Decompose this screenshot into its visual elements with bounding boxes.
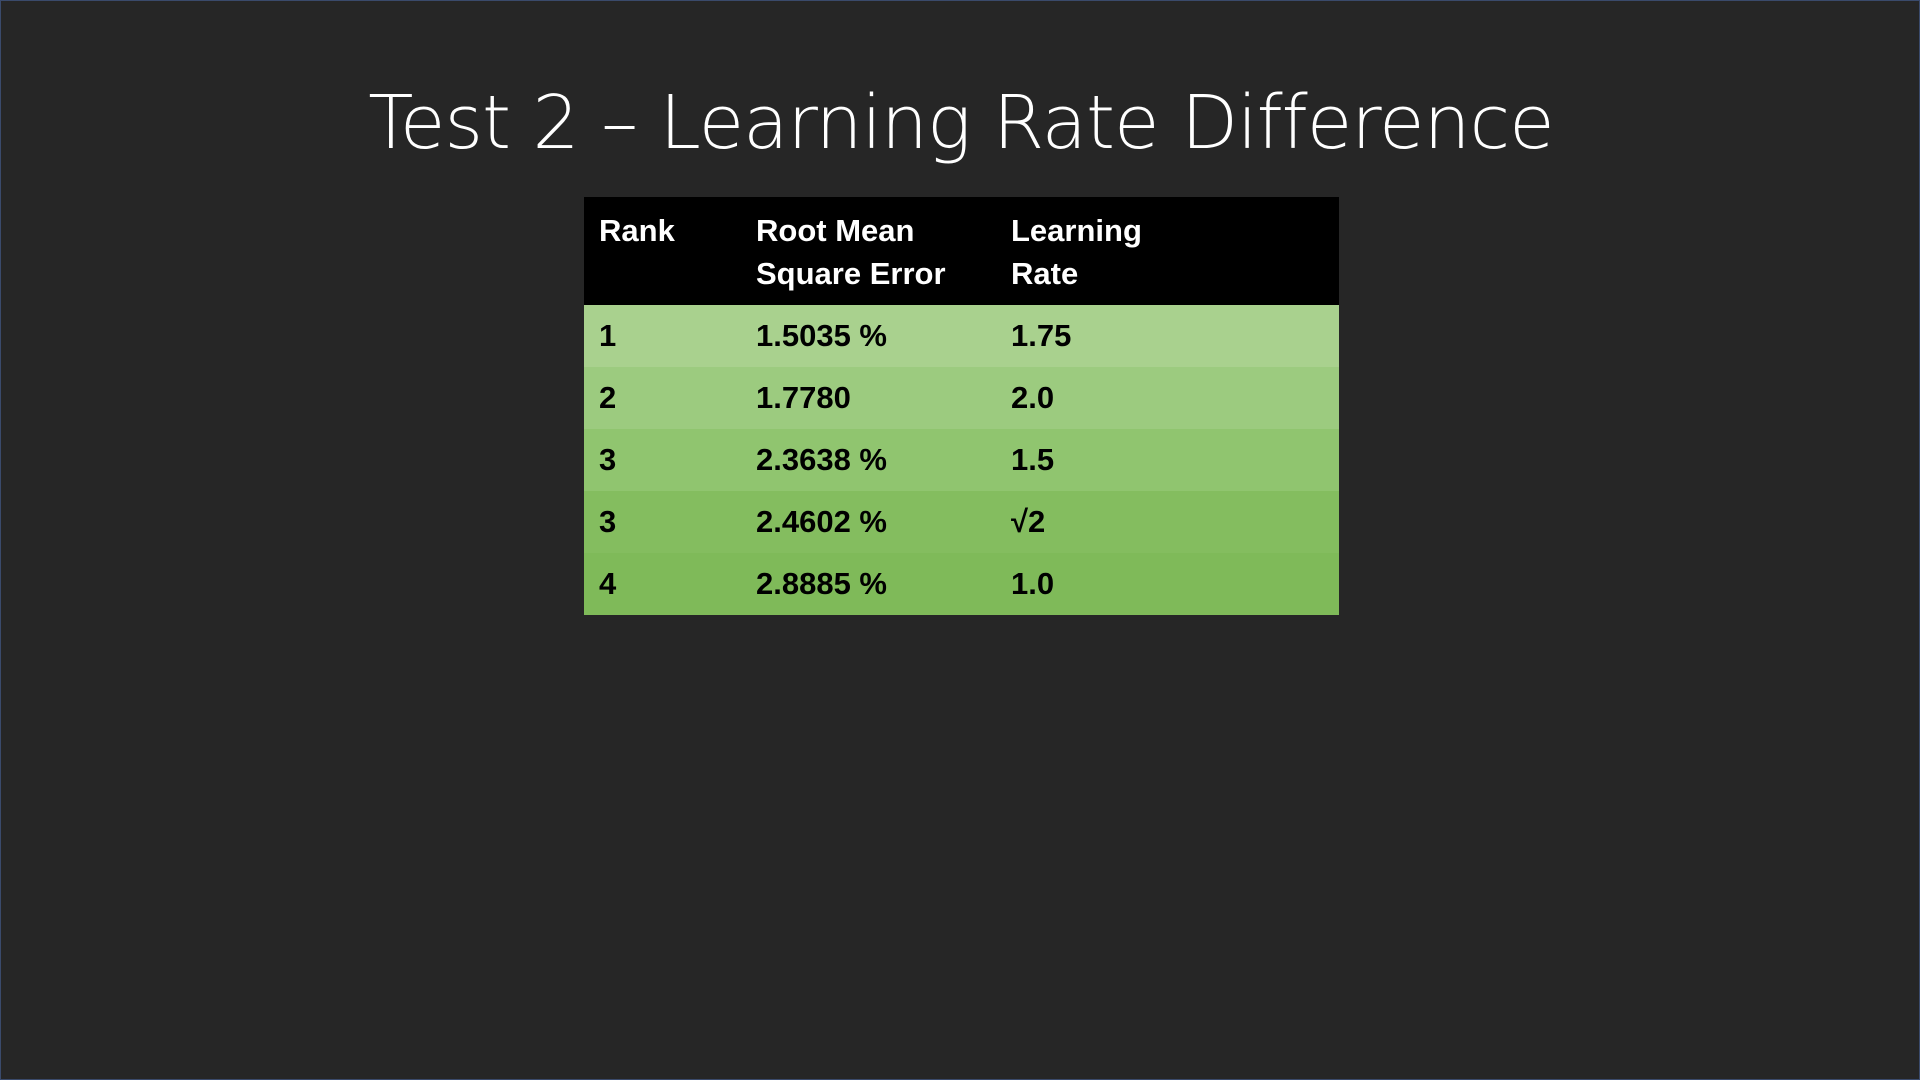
table-row: 1 1.5035 % 1.75 bbox=[584, 305, 1339, 367]
slide-title: Test 2 – Learning Rate Difference bbox=[368, 80, 1554, 166]
cell-rank: 1 bbox=[584, 305, 741, 367]
header-lr-line1: Learning bbox=[1011, 213, 1142, 248]
table-header-row: Rank Root Mean Square Error Learning Rat… bbox=[584, 197, 1339, 305]
cell-learning-rate: 2.0 bbox=[996, 367, 1339, 429]
cell-rmse: 1.7780 bbox=[741, 367, 996, 429]
cell-learning-rate: 1.0 bbox=[996, 553, 1339, 615]
cell-rmse: 1.5035 % bbox=[741, 305, 996, 367]
header-rmse-line2: Square Error bbox=[756, 256, 946, 291]
cell-rank: 3 bbox=[584, 491, 741, 553]
header-rank: Rank bbox=[584, 197, 741, 305]
table-row: 3 2.4602 % √2 bbox=[584, 491, 1339, 553]
cell-rank: 3 bbox=[584, 429, 741, 491]
header-lr-line2: Rate bbox=[1011, 256, 1079, 291]
header-rmse: Root Mean Square Error bbox=[741, 197, 996, 305]
cell-rmse: 2.4602 % bbox=[741, 491, 996, 553]
cell-rmse: 2.3638 % bbox=[741, 429, 996, 491]
cell-rank: 2 bbox=[584, 367, 741, 429]
cell-learning-rate: 1.5 bbox=[996, 429, 1339, 491]
results-table: Rank Root Mean Square Error Learning Rat… bbox=[584, 197, 1339, 615]
table-row: 4 2.8885 % 1.0 bbox=[584, 553, 1339, 615]
cell-learning-rate: √2 bbox=[996, 491, 1339, 553]
table-row: 3 2.3638 % 1.5 bbox=[584, 429, 1339, 491]
header-rmse-line1: Root Mean bbox=[756, 213, 915, 248]
table-row: 2 1.7780 2.0 bbox=[584, 367, 1339, 429]
header-rank-label: Rank bbox=[599, 213, 675, 248]
cell-rank: 4 bbox=[584, 553, 741, 615]
header-learning-rate: Learning Rate bbox=[996, 197, 1339, 305]
cell-learning-rate: 1.75 bbox=[996, 305, 1339, 367]
cell-rmse: 2.8885 % bbox=[741, 553, 996, 615]
